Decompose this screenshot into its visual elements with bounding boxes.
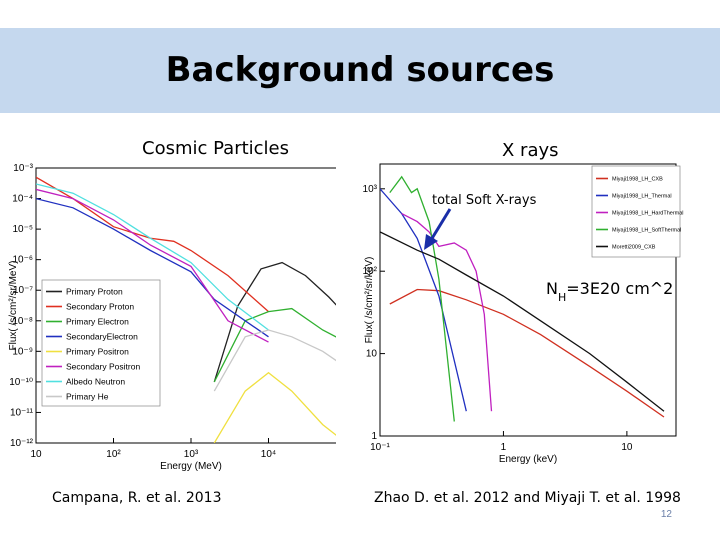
xray-series-moretti2009-cxb bbox=[380, 231, 665, 412]
xray-series-miyaji1998-lh-hardthermal bbox=[401, 213, 493, 412]
xray-legend-box bbox=[591, 165, 681, 258]
xray-y-tick-label: 10 bbox=[366, 349, 378, 360]
cosmic-legend-label-primary-positron: Primary Positron bbox=[66, 346, 129, 356]
cosmic-series-secondaryelectron bbox=[36, 197, 269, 338]
xray-x-tick-label: 1 bbox=[501, 442, 507, 453]
xray-legend-label-miyaji1998-lh-thermal: Miyaji1998_LH_Thermal bbox=[612, 193, 672, 199]
xray-x-axis-title: Energy (keV) bbox=[499, 454, 557, 465]
cosmic-series-primary-he bbox=[213, 329, 336, 392]
cosmic-series-primary-positron bbox=[213, 371, 336, 443]
cosmic-legend-label-primary-electron: Primary Electron bbox=[66, 316, 129, 326]
xray-legend-label-miyaji1998-lh-softthermal: Miyaji1998_LH_SoftThermal bbox=[612, 227, 681, 233]
cosmic-legend-label-albedo-neutron: Albedo Neutron bbox=[66, 376, 125, 386]
cosmic-legend-box bbox=[41, 279, 161, 407]
cosmic-y-axis-title: Flux( /s/cm²/sr/MeV) bbox=[8, 261, 19, 351]
cosmic-y-tick-label: 10⁻¹² bbox=[10, 438, 34, 449]
annotation-total-soft-x-rays: total Soft X-rays bbox=[432, 193, 537, 208]
title-band bbox=[0, 28, 720, 113]
xray-series-miyaji1998-lh-thermal bbox=[380, 188, 467, 412]
xray-x-tick-label: 10⁻¹ bbox=[370, 442, 390, 453]
cosmic-particles-chart: 1010²10³10⁴10⁵10⁻³10⁻⁴10⁻⁵10⁻⁶10⁻⁷10⁻⁸10… bbox=[8, 163, 336, 472]
page-number: 12 bbox=[660, 509, 672, 520]
xray-series-miyaji1998-lh-softthermal bbox=[389, 175, 455, 422]
cosmic-y-tick-label: 10⁻⁹ bbox=[12, 346, 33, 357]
cosmic-y-tick-label: 10⁻⁴ bbox=[12, 194, 33, 205]
xray-legend-label-moretti2009-cxb: Moretti2009_CXB bbox=[612, 244, 656, 250]
cosmic-y-tick-label: 10⁻⁵ bbox=[12, 224, 33, 235]
left-panel-heading: Cosmic Particles bbox=[142, 138, 289, 159]
cosmic-y-tick-label: 10⁻⁸ bbox=[12, 316, 33, 327]
cosmic-y-tick-label: 10⁻⁶ bbox=[12, 255, 33, 266]
slide-title: Background sources bbox=[165, 50, 555, 90]
left-citation: Campana, R. et al. 2013 bbox=[52, 490, 222, 506]
right-citation: Zhao D. et al. 2012 and Miyaji T. et al.… bbox=[374, 490, 681, 506]
cosmic-x-tick-label: 10² bbox=[106, 449, 121, 460]
cosmic-legend-label-secondary-positron: Secondary Positron bbox=[66, 361, 140, 371]
cosmic-y-tick-label: 10⁻⁷ bbox=[13, 285, 33, 296]
xray-series-miyaji1998-lh-cxb bbox=[389, 288, 665, 418]
xray-y-tick-label: 10² bbox=[363, 266, 378, 277]
cosmic-series-primary-electron bbox=[213, 307, 336, 383]
right-panel-heading: X rays bbox=[502, 140, 559, 161]
cosmic-legend-label-primary-he: Primary He bbox=[66, 391, 109, 401]
xray-y-axis-title: Flux( /s/cm²/sr/keV) bbox=[364, 257, 375, 344]
cosmic-y-tick-label: 10⁻¹⁰ bbox=[9, 377, 33, 388]
cosmic-series-secondary-proton bbox=[36, 176, 269, 313]
cosmic-legend-label-secondaryelectron: SecondaryElectron bbox=[66, 331, 138, 341]
annotation-arrow-shaft bbox=[429, 208, 452, 241]
xray-legend-label-miyaji1998-lh-cxb: Miyaji1998_LH_CXB bbox=[612, 176, 663, 182]
cosmic-x-tick-label: 10 bbox=[30, 449, 42, 460]
cosmic-legend-label-secondary-proton: Secondary Proton bbox=[66, 301, 134, 311]
cosmic-series-albedo-neutron bbox=[36, 183, 269, 331]
cosmic-x-axis-title: Energy (MeV) bbox=[160, 461, 222, 472]
xray-y-tick-label: 1 bbox=[371, 431, 377, 442]
annotation-arrow-head bbox=[424, 234, 438, 250]
annotation-column-density: NH=3E20 cm^2 bbox=[546, 279, 673, 304]
cosmic-series-secondary-positron bbox=[36, 188, 269, 343]
xray-legend-label-miyaji1998-lh-hardthermal: Miyaji1998_LH_HardThermal bbox=[612, 210, 684, 216]
xray-x-tick-label: 10 bbox=[621, 442, 633, 453]
cosmic-y-tick-label: 10⁻³ bbox=[13, 163, 33, 174]
cosmic-legend-label-primary-proton: Primary Proton bbox=[66, 286, 123, 296]
cosmic-x-tick-label: 10³ bbox=[184, 449, 199, 460]
cosmic-y-tick-label: 10⁻¹¹ bbox=[10, 407, 34, 418]
cosmic-x-tick-label: 10⁴ bbox=[261, 449, 276, 460]
xray-y-tick-label: 10³ bbox=[363, 184, 378, 195]
